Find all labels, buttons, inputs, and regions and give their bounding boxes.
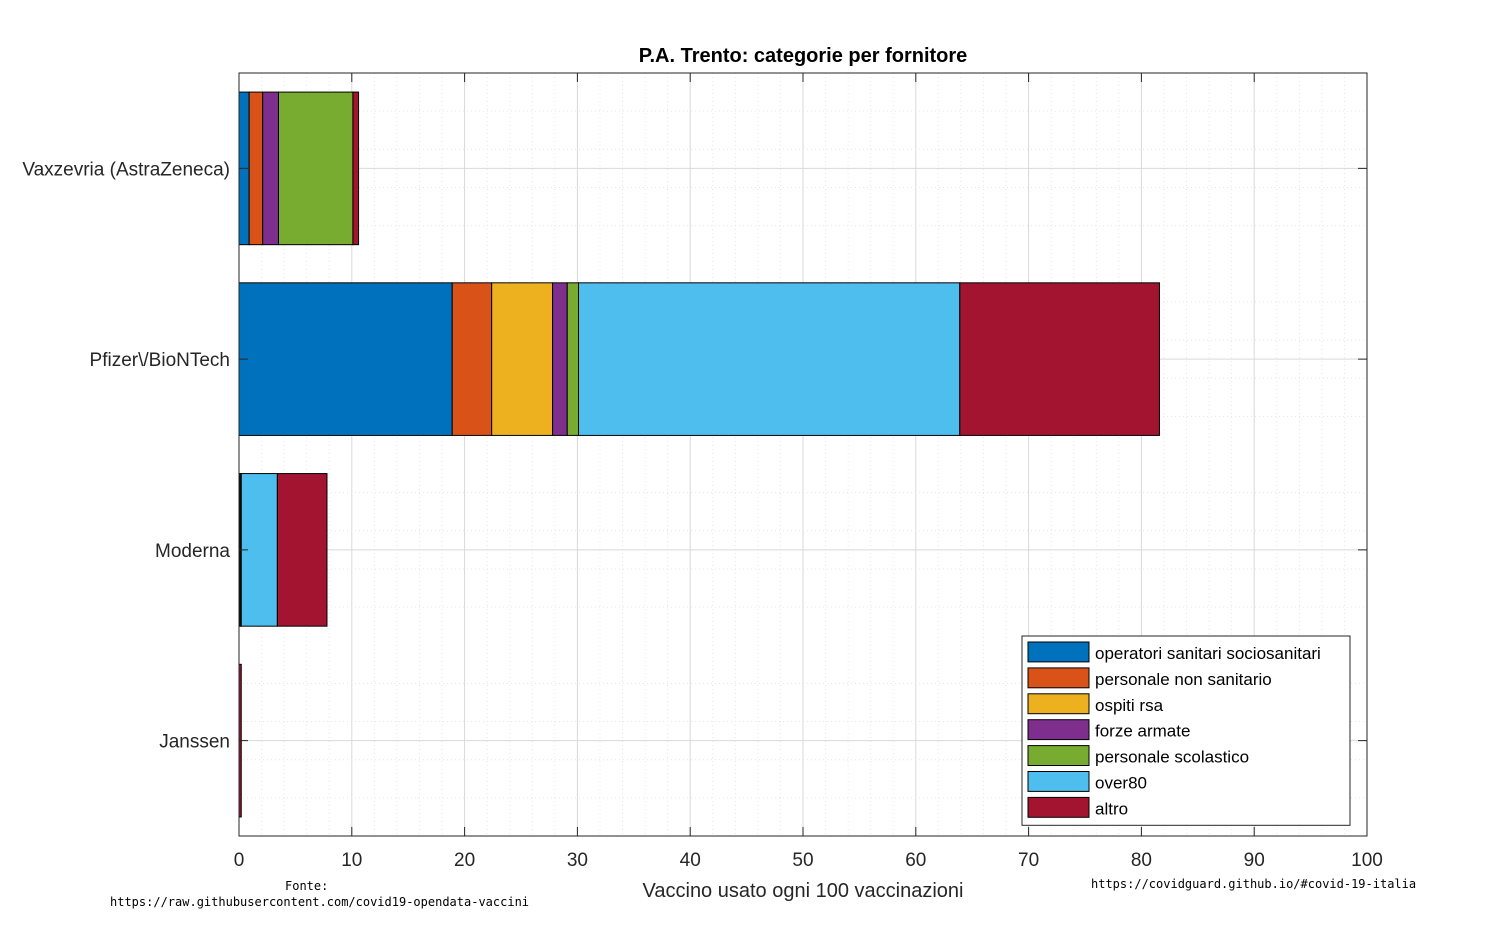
x-tick-label: 70 — [1018, 850, 1039, 871]
bar-segment — [578, 282, 961, 436]
legend-entry: over80 — [1095, 773, 1147, 792]
bar-segment — [277, 91, 354, 246]
y-tick-label: Moderna — [155, 541, 230, 562]
chart-title: P.A. Trento: categorie per fornitore — [639, 45, 968, 67]
ticks: 0 10 20 30 40 50 60 70 80 90 100 Vaxzevria (AstraZe… — [22, 73, 1383, 871]
legend-swatch — [1027, 771, 1090, 792]
x-tick-label: 60 — [905, 850, 926, 871]
source-label: Fonte: — [285, 879, 329, 893]
legend-entry: personale non sanitario — [1095, 670, 1272, 689]
x-tick-label: 100 — [1351, 850, 1383, 871]
legend-swatch — [1027, 719, 1090, 741]
y-tick-label: Janssen — [159, 732, 230, 753]
bar-segment — [451, 282, 493, 436]
bar-segment — [491, 282, 554, 436]
bars — [238, 91, 1160, 818]
bar-segment — [959, 282, 1160, 436]
x-axis-label: Vaccino usato ogni 100 vaccinazioni — [643, 880, 964, 902]
bar-segment — [238, 282, 453, 436]
legend-swatch — [1027, 796, 1090, 818]
x-tick-label: 0 — [234, 850, 245, 871]
legend-swatch — [1027, 693, 1090, 715]
x-tick-label: 50 — [792, 850, 813, 871]
legend: operatori sanitari sociosanitari personal… — [1021, 635, 1351, 826]
legend-swatch — [1027, 667, 1090, 689]
legend-entry: personale scolastico — [1095, 748, 1249, 767]
bar-segment — [262, 91, 279, 246]
bar-segment — [566, 282, 580, 436]
legend-entry: altro — [1095, 799, 1128, 818]
bar-segment — [352, 91, 360, 246]
bar-segment — [552, 282, 568, 436]
legend-swatch — [1027, 641, 1090, 663]
legend-entry: ospiti rsa — [1095, 696, 1164, 715]
legend-entry: forze armate — [1095, 722, 1190, 741]
bar-segment — [248, 91, 264, 246]
y-tick-label: Vaxzevria (AstraZeneca) — [22, 159, 230, 180]
source-url: https://raw.githubusercontent.com/covid1… — [110, 895, 530, 909]
site-url: https://covidguard.github.io/#covid-19-i… — [1091, 877, 1417, 891]
legend-entry: operatori sanitari sociosanitari — [1095, 644, 1321, 663]
y-tick-label: Pfizer\/BioNTech — [90, 350, 230, 371]
x-tick-label: 90 — [1244, 850, 1265, 871]
x-tick-label: 20 — [454, 850, 475, 871]
x-tick-label: 30 — [567, 850, 588, 871]
x-tick-label: 10 — [341, 850, 362, 871]
x-tick-label: 40 — [680, 850, 701, 871]
bar-segment — [276, 473, 328, 627]
x-tick-label: 80 — [1131, 850, 1152, 871]
legend-swatch — [1027, 745, 1090, 766]
